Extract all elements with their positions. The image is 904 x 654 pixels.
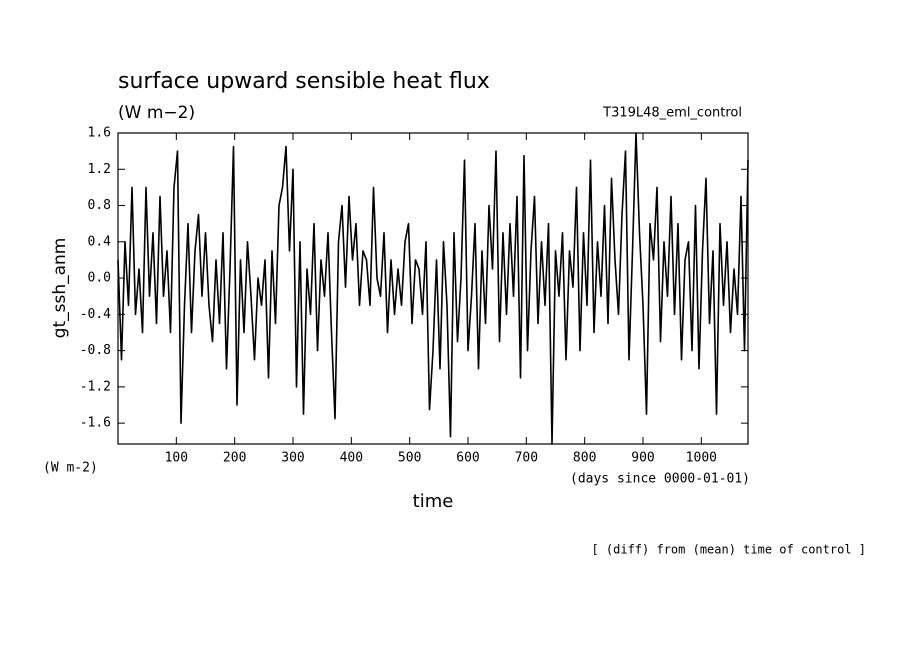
x-tick-label: 1000 [686,451,717,466]
y-tick-label: 0.0 [88,271,111,286]
x-tick-label: 400 [340,451,363,466]
x-tick-label: 600 [456,451,479,466]
chart-title: surface upward sensible heat flux [118,69,490,94]
plot-frame [117,132,749,445]
x-tick-label: 700 [515,451,538,466]
y-tick-label: 0.8 [88,198,111,213]
x-axis-label: time [413,491,454,512]
x-tick-label: 100 [165,451,188,466]
x-tick-label: 500 [398,451,421,466]
x-tick-label: 200 [223,451,246,466]
y-tick-label: 0.4 [88,234,112,249]
footnote: [ (diff) from (mean) time of control ] [591,543,866,557]
y-tick-label: -1.6 [80,416,111,431]
y-tick-label: 1.6 [88,126,111,141]
x-tick-label: 800 [573,451,596,466]
x-unit: (days since 0000-01-01) [570,472,750,487]
y-tick-label: -0.8 [80,343,111,358]
y-axis-label: gt_ssh_anm [50,238,70,339]
y-tick-label: 1.2 [88,162,111,177]
x-tick-label: 900 [631,451,654,466]
run-label: T319L48_eml_control [602,106,742,121]
subtitle: (W m−2) [118,103,195,123]
y-unit: (W m-2) [43,461,98,476]
y-tick-label: -1.2 [80,379,111,394]
y-tick-label: -0.4 [80,307,111,322]
x-tick-label: 300 [281,451,304,466]
data-line [117,132,749,445]
